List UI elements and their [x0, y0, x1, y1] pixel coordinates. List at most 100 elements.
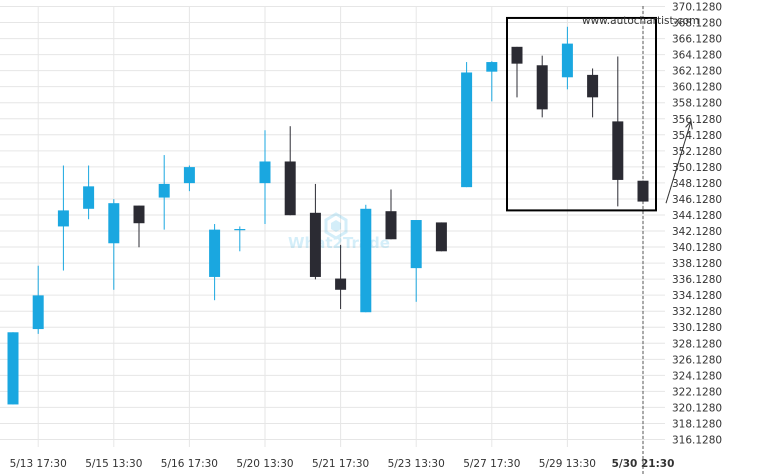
candle-body	[385, 211, 397, 240]
candle-body	[259, 161, 271, 184]
x-tick-label: 5/15 13:30	[85, 458, 142, 470]
projection-arrow-line	[665, 121, 692, 204]
pattern-highlight	[506, 16, 693, 212]
y-tick-label: 334.1280	[672, 290, 722, 302]
candle-down	[385, 189, 397, 240]
candle-up	[83, 165, 95, 220]
y-tick-label: 338.1280	[672, 258, 722, 270]
candle-up	[183, 165, 195, 192]
candle-down	[511, 46, 523, 98]
x-axis: 5/13 17:30 5/15 13:30 5/16 17:30 5/20 13:30…	[10, 458, 675, 470]
x-tick-label: 5/21 17:30	[312, 458, 369, 470]
candle-body	[83, 186, 95, 209]
y-tick-label: 370.1280	[672, 2, 722, 14]
projection-arrow-head-icon	[685, 120, 693, 130]
candle-body	[133, 205, 145, 224]
x-tick-label: 5/29 13:30	[539, 458, 596, 470]
y-tick-label: 344.1280	[672, 210, 722, 222]
candle-down	[133, 205, 145, 248]
y-tick-label: 358.1280	[672, 98, 722, 110]
candles	[7, 26, 649, 405]
y-tick-label: 318.1280	[672, 418, 722, 430]
x-tick-label: 5/20 13:30	[236, 458, 293, 470]
y-tick-label: 350.1280	[672, 162, 722, 174]
y-tick-label: 328.1280	[672, 338, 722, 350]
grid-layer	[0, 6, 665, 447]
candle-down	[612, 56, 624, 207]
y-tick-label: 342.1280	[672, 226, 722, 238]
candle-up	[32, 265, 44, 334]
candle-down	[284, 126, 296, 216]
candle-down	[435, 222, 447, 252]
candle-up	[486, 61, 498, 102]
candle-body	[612, 121, 624, 180]
y-tick-label: 352.1280	[672, 146, 722, 158]
candle-up	[259, 130, 271, 225]
y-tick-label: 366.1280	[672, 34, 722, 46]
candle-body	[435, 222, 447, 252]
x-tick-label: 5/13 17:30	[10, 458, 67, 470]
candle-body	[637, 180, 649, 202]
y-tick-label: 326.1280	[672, 354, 722, 366]
y-tick-label: 320.1280	[672, 402, 722, 414]
candle-up	[7, 332, 19, 405]
candle-down	[536, 55, 548, 118]
candle-down	[637, 180, 649, 202]
pattern-box	[506, 16, 657, 212]
candle-body	[360, 208, 372, 313]
candle-up	[410, 220, 422, 302]
candle-body	[158, 183, 170, 198]
y-axis: 370.1280 368.1280 366.1280 364.1280 362.1280…	[672, 2, 722, 447]
candle-body	[183, 167, 195, 184]
y-tick-label: 356.1280	[672, 114, 722, 126]
candle-body	[32, 295, 44, 330]
y-tick-label: 316.1280	[672, 435, 722, 447]
background-logo: What2Trade	[288, 212, 390, 252]
candle-body	[486, 62, 498, 72]
candle-up	[561, 26, 573, 90]
candle-body	[57, 210, 69, 227]
y-tick-label: 336.1280	[672, 274, 722, 286]
watermark-text: www.autochartist.com	[582, 15, 699, 27]
candle-body	[309, 212, 321, 277]
x-tick-label: 5/23 13:30	[388, 458, 445, 470]
candle-down	[335, 244, 347, 310]
x-tick-label: 5/16 17:30	[161, 458, 218, 470]
x-tick-label: 5/27 17:30	[463, 458, 520, 470]
y-tick-label: 346.1280	[672, 194, 722, 206]
candle-body	[7, 332, 19, 405]
candle-up	[209, 224, 221, 301]
y-tick-label: 364.1280	[672, 50, 722, 62]
y-tick-label: 332.1280	[672, 306, 722, 318]
y-tick-label: 330.1280	[672, 322, 722, 334]
y-tick-label: 324.1280	[672, 370, 722, 382]
background-logo-text: What2Trade	[288, 234, 390, 252]
candle-up	[461, 62, 473, 188]
candle-body	[284, 161, 296, 216]
candle-body	[587, 74, 599, 98]
y-tick-label: 368.1280	[672, 18, 722, 30]
y-tick-label: 322.1280	[672, 386, 722, 398]
y-tick-label: 340.1280	[672, 242, 722, 254]
candle-down	[587, 68, 599, 118]
candle-up	[57, 165, 69, 271]
y-tick-label: 348.1280	[672, 178, 722, 190]
candle-body	[410, 220, 422, 269]
candle-body	[561, 43, 573, 78]
y-tick-label: 360.1280	[672, 82, 722, 94]
candle-up	[234, 226, 246, 252]
candle-body	[108, 203, 120, 244]
y-tick-label: 354.1280	[672, 130, 722, 142]
candle-body	[511, 46, 523, 64]
candle-up	[360, 204, 372, 313]
candle-up	[158, 155, 170, 230]
y-tick-label: 362.1280	[672, 66, 722, 78]
logo-mark-icon	[324, 212, 348, 240]
candle-body	[209, 229, 221, 277]
candle-down	[309, 183, 321, 280]
candle-body	[461, 72, 473, 188]
candle-body	[335, 278, 347, 290]
candle-up	[108, 199, 120, 290]
